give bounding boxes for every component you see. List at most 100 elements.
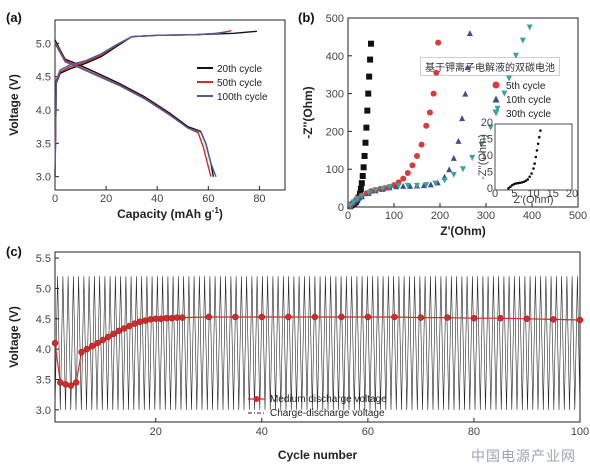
panel-b-point-3 <box>446 166 453 173</box>
panel-c-discharge-point <box>72 379 80 386</box>
panel-b-point-3 <box>455 137 462 144</box>
panel-b-point-1 <box>368 40 374 47</box>
panel-b-ytick-label: 100 <box>326 164 344 176</box>
panel-b-point-4 <box>460 166 466 173</box>
panel-c-discharge-point <box>51 339 59 347</box>
panel-b-xlabel: Z'(Ohm) <box>440 224 486 238</box>
panel-c-discharge-point <box>179 314 186 321</box>
panel-b-point-1 <box>365 90 372 97</box>
panel-b-point-3 <box>420 182 427 189</box>
panel-c-xtick-label: 20 <box>150 426 162 438</box>
panel-b-point-4 <box>494 105 501 112</box>
panel-a-legend-label: 20th cycle <box>217 64 262 75</box>
panel-b-point-2 <box>423 122 430 129</box>
panel-b-ytick-label: 200 <box>326 126 344 138</box>
panel-b-inset-point <box>524 179 528 183</box>
panel-b-xtick-label: 500 <box>569 210 587 222</box>
panel-a-ytick-label: 3.0 <box>36 172 51 184</box>
panel-b-legend-label: 5th cycle <box>506 81 546 92</box>
panel-b-point-4 <box>487 124 494 131</box>
panel-b-inset-xtick-label: 10 <box>527 188 539 200</box>
panel-b-point-4 <box>350 199 357 206</box>
panel-b-legend-marker <box>492 81 500 89</box>
panel-c-discharge-point <box>470 314 478 322</box>
panel-b-inset-ytick-label: 5 <box>487 167 493 179</box>
panel-c-discharge-point <box>104 333 112 341</box>
panel-b-inset-ytick-label: 15 <box>481 134 493 146</box>
panel-a-legend-label: 50th cycle <box>217 78 262 89</box>
panel-b-inset-point <box>535 149 539 152</box>
panel-b-point-4 <box>506 75 512 82</box>
panel-c-discharge-point <box>550 316 557 323</box>
panel-c-discharge-point <box>205 313 213 321</box>
panel-b-inset-point <box>518 181 522 185</box>
panel-b-point-2 <box>400 175 407 182</box>
panel-b-inset-point <box>526 178 530 181</box>
panel-b-point-2 <box>426 109 433 116</box>
panel-c-ytick-label: 3.0 <box>36 405 51 417</box>
panel-b-inset-frame <box>494 123 573 191</box>
panel-b-point-3 <box>450 154 457 161</box>
panel-b-point-4 <box>379 185 386 192</box>
panel-b-point-4 <box>450 171 457 178</box>
panel-c-discharge-point <box>285 313 292 321</box>
panel-a-ytick-label: 3.5 <box>36 138 51 150</box>
panel-b-point-3 <box>393 183 400 190</box>
panel-b-inset-xtick-label: 5 <box>511 188 517 200</box>
panel-c-discharge-point <box>497 314 504 322</box>
panel-b-legend-label: 10th cycle <box>506 95 551 106</box>
panel-b-inset-point <box>509 185 512 188</box>
panel-c-ytick-label: 5.0 <box>36 283 51 295</box>
panel-c-discharge-point <box>88 342 96 350</box>
panel-b-point-3 <box>462 90 469 97</box>
panel-b-point-4 <box>404 182 411 189</box>
panel-a-ytick-label: 5.0 <box>36 38 51 50</box>
panel-c-discharge-point <box>62 381 69 388</box>
panel-c-legend-label-2: Charge-discharge voltage <box>270 408 385 419</box>
panel-c: (c) 20 40 60 80 100 3.0 3.5 4.0 4.5 5.0 5.5 Cycle nu… <box>6 244 589 462</box>
panel-b-point-1 <box>358 180 365 187</box>
panel-a: (a) 0 20 40 60 80 3.0 3.5 4.0 4.5 5.0 Capacity (mAh… <box>6 10 286 221</box>
panel-c-discharge-point <box>78 348 85 356</box>
panel-b-inset-point <box>530 172 533 175</box>
panel-c-discharge-point <box>232 313 239 321</box>
panel-b-point-1 <box>363 124 370 131</box>
panel-b-point-4 <box>372 187 379 194</box>
panel-c-discharge-point <box>417 314 425 321</box>
panel-b-inset-ytick-label: 10 <box>481 150 493 162</box>
panel-b-point-4 <box>395 183 402 190</box>
panel-b-xtick-label: 300 <box>477 210 495 222</box>
panel-c-xtick-label: 80 <box>468 426 480 438</box>
panel-a-legend-label: 100th cycle <box>217 92 268 103</box>
panel-b-inset-point <box>507 187 510 190</box>
panel-b-ytick-label: 400 <box>326 51 344 63</box>
panel-b-ytick-label: 300 <box>326 89 344 101</box>
panel-b-point-1 <box>364 107 371 114</box>
panel-c-ylabel: Voltage (V) <box>7 306 21 368</box>
panel-b-inset-point <box>539 129 542 132</box>
panel-b-point-4 <box>347 202 354 209</box>
panel-b-point-2 <box>414 152 420 159</box>
panel-c-xtick-label: 60 <box>362 426 374 438</box>
panel-c-discharge-point <box>141 317 149 324</box>
panel-b-ylabel: -Z''(Ohm) <box>301 86 315 138</box>
panel-a-frame <box>54 19 286 191</box>
panel-c-discharge-point <box>115 327 122 335</box>
panel-c-discharge-line <box>54 316 581 387</box>
panel-c-discharge-point <box>120 325 128 332</box>
panel-a-label: (a) <box>6 10 22 25</box>
panel-b-point-4 <box>365 190 372 197</box>
panel-b-point-4 <box>526 24 533 31</box>
panel-c-ytick-label: 4.5 <box>36 314 51 326</box>
watermark: 中国电源产业网 <box>471 449 576 465</box>
panel-b-point-3 <box>400 182 407 189</box>
panel-c-legend-marker-1 <box>253 396 260 402</box>
panel-c-discharge-point <box>99 336 106 344</box>
panel-b-inset-ytick-label: 20 <box>481 117 493 129</box>
panel-b-inset-point <box>536 142 540 146</box>
panel-b-point-3 <box>459 115 466 122</box>
panel-a-xlabel: Capacity (mAh g-1) <box>117 206 223 221</box>
panel-a-ylabel: Voltage (V) <box>7 74 21 136</box>
panel-b-inset-point <box>534 155 538 159</box>
